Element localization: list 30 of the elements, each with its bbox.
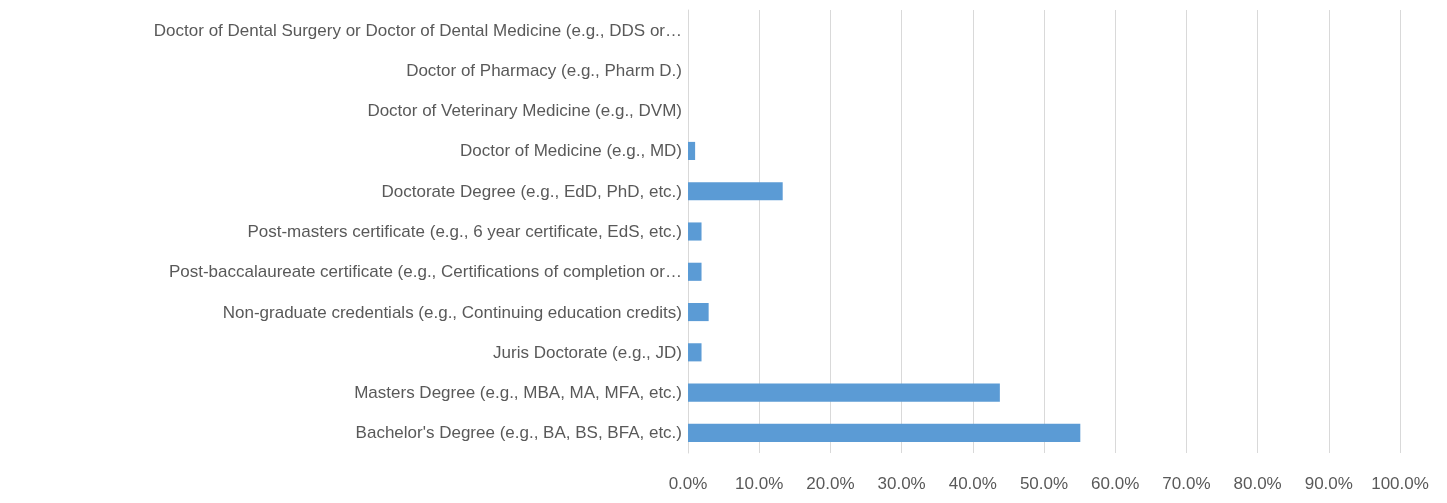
y-tick-label: Bachelor's Degree (e.g., BA, BS, BFA, etc.)	[355, 423, 682, 443]
y-tick-label: Doctor of Veterinary Medicine (e.g., DVM)	[367, 101, 682, 121]
bar	[688, 182, 783, 201]
bar	[688, 262, 702, 281]
y-tick-label: Post-baccalaureate certificate (e.g., Certifications of completion or…	[168, 262, 682, 282]
bar	[688, 222, 702, 241]
bar	[688, 383, 1000, 402]
x-tick-label: 70.0%	[1162, 474, 1211, 493]
x-tick-label: 100.0%	[1371, 474, 1429, 493]
bar	[688, 141, 696, 161]
y-tick-label: Doctor of Pharmacy (e.g., Pharm D.)	[406, 60, 682, 80]
y-tick-label: Non-graduate credentials (e.g., Continuing education credits)	[222, 302, 682, 322]
x-tick-label: 0.0%	[668, 474, 708, 493]
x-tick-label: 20.0%	[806, 474, 855, 493]
y-tick-label: Doctor of Dental Surgery or Doctor of Dental Medicine (e.g., DDS or…	[153, 20, 682, 40]
x-tick-label: 50.0%	[1019, 474, 1069, 493]
x-tick-label: 10.0%	[735, 474, 784, 493]
bar	[688, 302, 709, 322]
x-tick-label: 60.0%	[1091, 474, 1140, 493]
y-tick-label: Masters Degree (e.g., MBA, MA, MFA, etc.)	[354, 383, 682, 403]
x-tick-label: 90.0%	[1304, 474, 1353, 493]
y-tick-label: Juris Doctorate (e.g., JD)	[493, 342, 682, 362]
x-tick-label: 40.0%	[948, 474, 997, 493]
y-tick-label: Doctor of Medicine (e.g., MD)	[459, 141, 682, 161]
x-tick-label: 30.0%	[877, 474, 926, 493]
bar	[688, 343, 702, 362]
y-tick-label: Doctorate Degree (e.g., EdD, PhD, etc.)	[381, 181, 682, 201]
bar	[688, 423, 1081, 442]
y-tick-label: Post-masters certificate (e.g., 6 year certificate, EdS, etc.)	[247, 222, 682, 241]
x-tick-label: 80.0%	[1233, 474, 1282, 493]
